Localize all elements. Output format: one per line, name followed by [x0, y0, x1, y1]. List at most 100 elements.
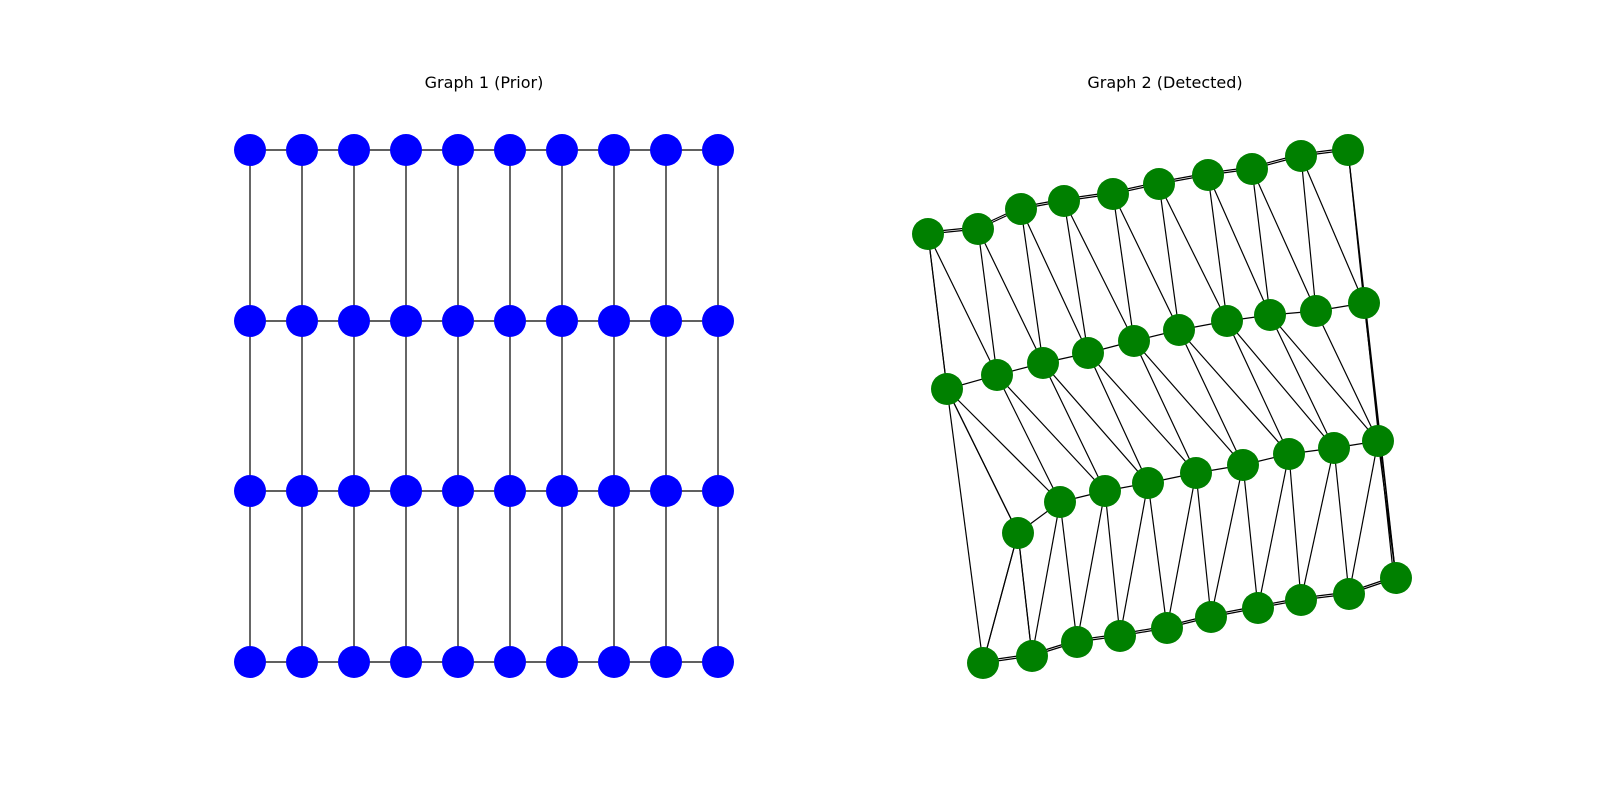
graph2-edge — [1031, 501, 1061, 657]
graph2-node — [931, 373, 963, 405]
graph2-node — [1002, 517, 1034, 549]
graph2-edge — [1178, 329, 1290, 455]
graph2-node — [1044, 486, 1076, 518]
graph2-edge — [927, 233, 948, 390]
graph2-edge — [1226, 320, 1290, 455]
graph1-node — [494, 305, 526, 337]
graph1-node — [702, 646, 734, 678]
graph1-node — [546, 305, 578, 337]
graph1-node — [286, 134, 318, 166]
graph2-edge — [1300, 155, 1365, 304]
graph1-node — [650, 646, 682, 678]
graph2-node — [962, 213, 994, 245]
graph2-edge — [1133, 340, 1244, 466]
graph2-edge — [1269, 314, 1335, 449]
graph1-title: Graph 1 (Prior) — [425, 73, 544, 92]
graph1-node — [598, 475, 630, 507]
graph2-node — [1332, 134, 1364, 166]
graph2-node — [1027, 347, 1059, 379]
graph2-edge — [977, 228, 998, 376]
graph2-node — [1048, 185, 1080, 217]
graph2-edge — [1158, 183, 1228, 322]
graph2-node — [1333, 578, 1365, 610]
graph1-node — [598, 646, 630, 678]
graph2-edge — [1300, 447, 1335, 601]
graph1-node — [286, 475, 318, 507]
graph2-node — [967, 647, 999, 679]
graph2-edge — [1059, 501, 1078, 643]
graph2-edge — [1166, 472, 1197, 629]
graph2-node — [1348, 287, 1380, 319]
graph2-edge — [996, 374, 1061, 503]
graph2-node — [1254, 299, 1286, 331]
graph2-edge — [1348, 440, 1379, 595]
graph1-node — [390, 646, 422, 678]
graph2-edge — [946, 388, 984, 664]
graph2-edge — [1207, 174, 1228, 322]
graph2-edge — [1020, 208, 1089, 354]
graph1-node — [442, 475, 474, 507]
graph2-edge — [977, 228, 1044, 364]
graph1-edges — [249, 149, 719, 663]
graph2-edge — [1112, 193, 1180, 331]
graph2-edge — [1133, 340, 1197, 474]
graph2-edge — [1042, 362, 1149, 484]
graph2-node — [1180, 457, 1212, 489]
graph1-node — [650, 134, 682, 166]
graph2-node — [1143, 168, 1175, 200]
graph2-detected — [912, 134, 1412, 679]
graph1-node — [650, 475, 682, 507]
graph2-node — [1318, 432, 1350, 464]
graph1-node — [442, 646, 474, 678]
graph2-edge — [1207, 174, 1271, 316]
graph2-edge — [1063, 200, 1135, 342]
graph1-node — [338, 134, 370, 166]
graph1-node — [234, 134, 266, 166]
graph1-node — [286, 646, 318, 678]
graph2-title: Graph 2 (Detected) — [1087, 73, 1242, 92]
graph2-node — [1072, 337, 1104, 369]
graph1-node — [234, 305, 266, 337]
graph1-node — [390, 305, 422, 337]
graph2-node — [1104, 620, 1136, 652]
graph2-node — [912, 218, 944, 250]
graph2-edge — [1087, 352, 1197, 474]
graph2-node — [1118, 325, 1150, 357]
graph1-node — [546, 646, 578, 678]
graph2-edge — [1042, 362, 1106, 492]
graph2-edge — [1377, 440, 1397, 579]
graph2-edge — [1063, 200, 1089, 354]
graph1-node — [338, 475, 370, 507]
graph2-edge — [1158, 183, 1180, 331]
graph2-node — [1300, 295, 1332, 327]
graph1-node — [598, 305, 630, 337]
graph2-edge — [1210, 464, 1244, 618]
graph1-node — [598, 134, 630, 166]
graph1-node — [390, 134, 422, 166]
graph2-edge — [1226, 320, 1335, 449]
graph2-edges — [927, 147, 1397, 664]
graph2-edge — [1242, 464, 1259, 609]
graph1-node — [442, 134, 474, 166]
graph2-node — [1285, 140, 1317, 172]
graph1-node — [234, 475, 266, 507]
graph2-node — [1273, 438, 1305, 470]
graph2-node — [1236, 153, 1268, 185]
graph2-edge — [1076, 490, 1106, 643]
graph2-edge — [1087, 352, 1149, 484]
graph2-edge — [1251, 168, 1271, 316]
graph1-node — [702, 305, 734, 337]
graph2-edge — [1300, 155, 1317, 312]
graph2-node — [1227, 449, 1259, 481]
graph1-node — [234, 646, 266, 678]
graph2-node — [1016, 640, 1048, 672]
graph1-node — [338, 305, 370, 337]
graph2-node — [1132, 467, 1164, 499]
graph2-edge — [1020, 208, 1044, 364]
graph2-edge — [1119, 482, 1149, 637]
graph2-node — [1005, 193, 1037, 225]
graph2-edge — [1251, 168, 1317, 312]
graph2-node — [1163, 314, 1195, 346]
graph2-node — [1195, 601, 1227, 633]
